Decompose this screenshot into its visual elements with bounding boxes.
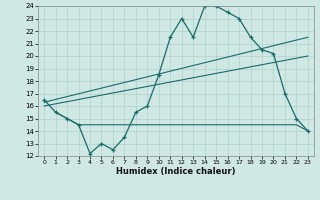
- X-axis label: Humidex (Indice chaleur): Humidex (Indice chaleur): [116, 167, 236, 176]
